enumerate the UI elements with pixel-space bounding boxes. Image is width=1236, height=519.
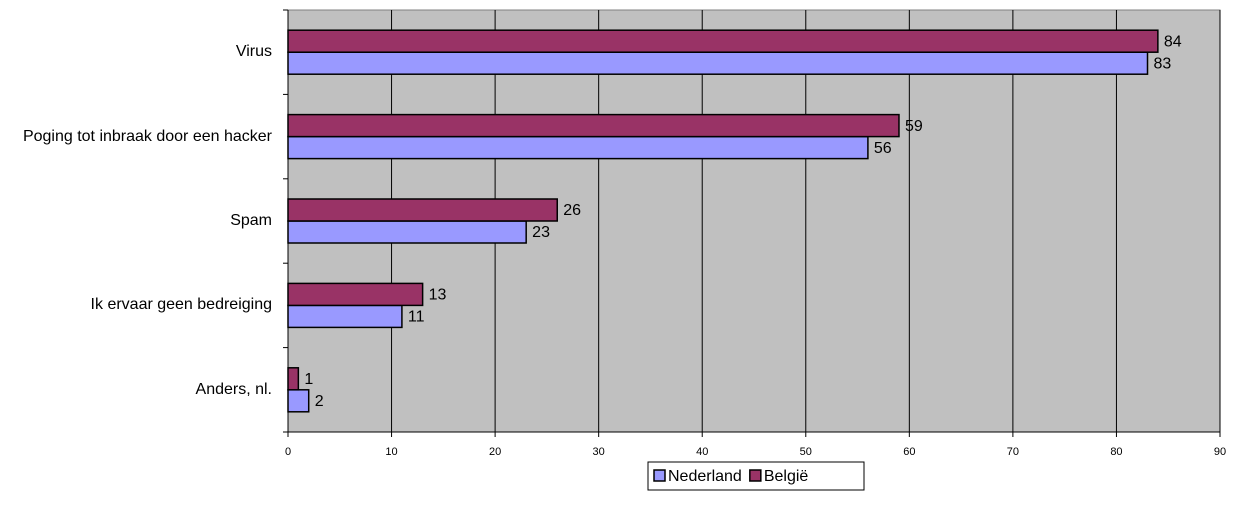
legend-label: België <box>764 468 809 485</box>
bar <box>287 29 1159 53</box>
legend-label: Nederland <box>668 468 742 485</box>
bar <box>287 51 1149 75</box>
category-label: Spam <box>0 179 272 263</box>
x-tick-label: 10 <box>385 446 397 458</box>
value-label: 23 <box>532 224 550 241</box>
category-label: Ik ervaar geen bedreiging <box>0 263 272 347</box>
bar <box>287 113 900 138</box>
bar <box>287 367 300 391</box>
bar <box>287 135 869 160</box>
category-text: Virus <box>235 43 272 61</box>
value-label: 1 <box>304 371 313 388</box>
value-label: 11 <box>408 309 425 326</box>
x-tick-label: 70 <box>1007 446 1019 458</box>
value-label: 13 <box>429 287 447 304</box>
x-tick-label: 0 <box>285 446 291 458</box>
bar <box>287 220 527 244</box>
category-label: Anders, nl. <box>0 348 272 432</box>
category-label: Virus <box>0 10 272 94</box>
category-text: Poging tot inbraak door een hacker <box>22 127 272 145</box>
category-text: Anders, nl. <box>195 380 272 398</box>
x-tick-label: 30 <box>593 446 605 458</box>
category-label: Poging tot inbraak door een hacker <box>0 94 272 178</box>
bar <box>287 389 310 413</box>
bar <box>287 282 424 307</box>
x-tick-label: 60 <box>903 446 915 458</box>
value-label: 2 <box>315 393 324 410</box>
x-tick-label: 80 <box>1110 446 1122 458</box>
bar <box>287 304 403 329</box>
x-tick-label: 50 <box>800 446 812 458</box>
x-tick-label: 90 <box>1214 446 1226 458</box>
value-label: 83 <box>1154 55 1172 72</box>
x-tick-label: 20 <box>489 446 501 458</box>
bar <box>287 198 558 222</box>
value-label: 56 <box>874 140 892 157</box>
value-label: 84 <box>1164 33 1182 50</box>
value-label: 26 <box>563 202 581 219</box>
value-label: 59 <box>905 118 923 135</box>
legend-swatch <box>653 469 666 482</box>
legend-swatch <box>749 469 762 482</box>
category-text: Spam <box>230 211 272 229</box>
x-tick-label: 40 <box>696 446 708 458</box>
category-text: Ik ervaar geen bedreiging <box>90 296 272 314</box>
